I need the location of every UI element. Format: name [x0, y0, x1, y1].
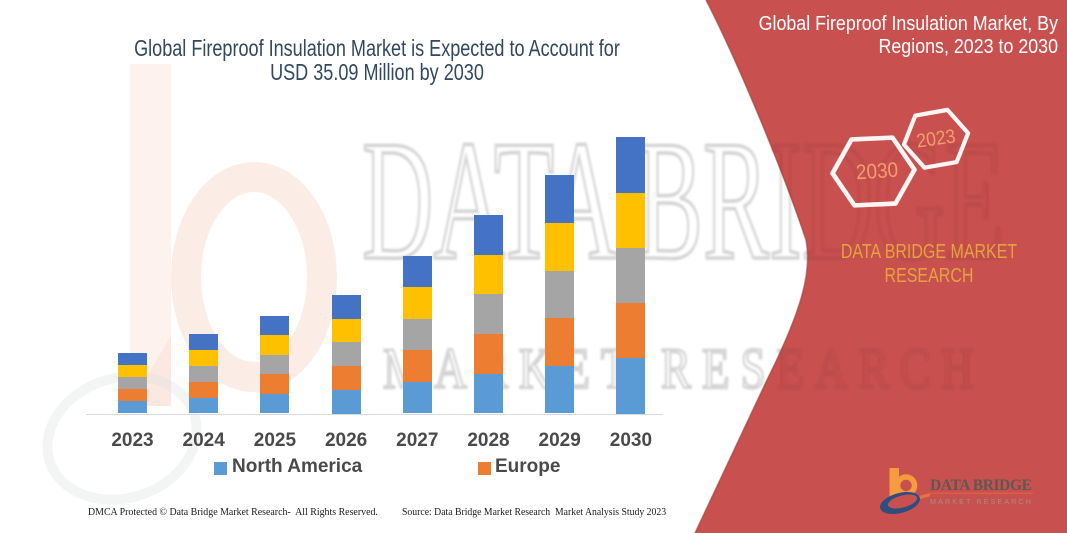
svg-text:MARKET RESEARCH: MARKET RESEARCH: [930, 497, 1033, 506]
svg-text:DATA BRIDGE: DATA BRIDGE: [930, 477, 1033, 494]
svg-text:2023: 2023: [915, 125, 957, 152]
svg-text:2030: 2030: [855, 159, 899, 185]
